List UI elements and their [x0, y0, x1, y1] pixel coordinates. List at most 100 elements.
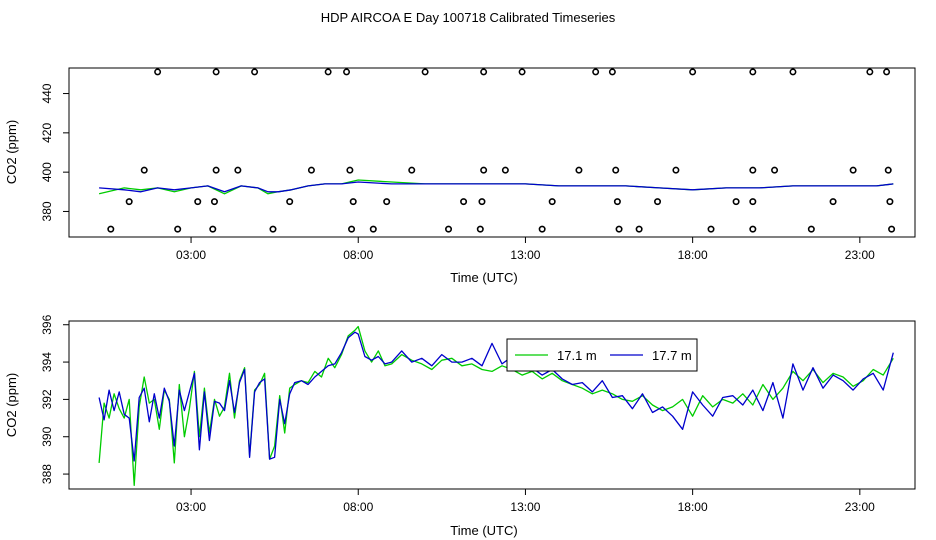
x-tick-label: 03:00: [176, 500, 206, 514]
calibration-marker: [383, 198, 391, 206]
calibration-marker: [346, 166, 354, 174]
calibration-marker: [771, 166, 779, 174]
calibration-marker: [749, 225, 757, 233]
x-tick-label: 18:00: [678, 248, 708, 262]
calibration-marker: [234, 166, 242, 174]
x-axis: 03:00 08:00 13:00 18:00 23:00: [176, 489, 875, 514]
calibration-marker: [749, 198, 757, 206]
y-axis-label: CO2 (ppm): [4, 120, 19, 184]
calibration-marker: [476, 225, 484, 233]
calibration-marker: [592, 68, 600, 76]
calibration-marker: [849, 166, 857, 174]
series-line-17-1-: [98, 325, 894, 486]
calibration-markers: [107, 68, 896, 233]
calibration-marker: [501, 166, 509, 174]
calibration-marker: [866, 68, 874, 76]
calibration-marker: [689, 68, 697, 76]
calibration-marker: [251, 68, 259, 76]
calibration-marker: [286, 198, 294, 206]
y-axis: 388 390 392 394 396: [40, 314, 70, 484]
calibration-marker: [174, 225, 182, 233]
calibration-marker: [707, 225, 715, 233]
y-axis-label: CO2 (ppm): [4, 373, 19, 437]
calibration-marker: [612, 166, 620, 174]
calibration-marker: [349, 198, 357, 206]
calibration-marker: [548, 198, 556, 206]
x-tick-label: 13:00: [510, 248, 540, 262]
y-tick-label: 440: [40, 83, 54, 103]
calibration-marker: [732, 198, 740, 206]
x-tick-label: 13:00: [510, 500, 540, 514]
calibration-marker: [107, 225, 115, 233]
y-tick-label: 380: [40, 201, 54, 221]
calibration-marker: [807, 225, 815, 233]
calibration-marker: [518, 68, 526, 76]
calibration-marker: [608, 68, 616, 76]
x-tick-label: 23:00: [845, 248, 875, 262]
x-axis-label: Time (UTC): [450, 523, 517, 538]
y-tick-label: 420: [40, 123, 54, 143]
calibration-marker: [829, 198, 837, 206]
calibration-marker: [883, 68, 891, 76]
calibration-marker: [125, 198, 133, 206]
series-line-17-7-: [98, 331, 894, 462]
chart-title: HDP AIRCOA E Day 100718 Calibrated Times…: [321, 10, 616, 25]
y-tick-label: 400: [40, 162, 54, 182]
x-tick-label: 08:00: [343, 500, 373, 514]
calibration-marker: [324, 68, 332, 76]
calibration-marker: [538, 225, 546, 233]
series-group: [98, 325, 894, 486]
calibration-marker: [140, 166, 148, 174]
y-axis: 380 400 420 440: [40, 83, 70, 221]
calibration-marker: [575, 166, 583, 174]
calibration-marker: [212, 166, 220, 174]
calibration-marker: [445, 225, 453, 233]
calibration-marker: [480, 68, 488, 76]
calibration-marker: [749, 68, 757, 76]
calibration-marker: [460, 198, 468, 206]
calibration-marker: [749, 166, 757, 174]
y-tick-label: 396: [40, 314, 54, 334]
y-tick-label: 394: [40, 352, 54, 372]
y-tick-label: 392: [40, 389, 54, 409]
x-tick-label: 23:00: [845, 500, 875, 514]
y-tick-label: 388: [40, 464, 54, 484]
x-tick-label: 08:00: [343, 248, 373, 262]
calibration-marker: [886, 198, 894, 206]
series-group: [98, 179, 894, 195]
calibration-marker: [348, 225, 356, 233]
calibration-marker: [212, 68, 220, 76]
calibration-marker: [613, 198, 621, 206]
y-tick-label: 390: [40, 426, 54, 446]
calibration-marker: [343, 68, 351, 76]
timeseries-panel-all: 03:00 08:00 13:00 18:00 23:00 380 400 420 440 T…: [4, 67, 916, 285]
calibration-marker: [635, 225, 643, 233]
series-line-17-7-: [99, 181, 894, 193]
plot-frame: [68, 67, 916, 238]
legend-label-17-7: 17.7 m: [652, 348, 692, 363]
x-axis: 03:00 08:00 13:00 18:00 23:00: [176, 237, 875, 262]
x-tick-label: 03:00: [176, 248, 206, 262]
calibration-marker: [480, 166, 488, 174]
calibration-marker: [654, 198, 662, 206]
calibration-marker: [478, 198, 486, 206]
calibration-marker: [789, 68, 797, 76]
calibration-marker: [269, 225, 277, 233]
calibration-marker: [421, 68, 429, 76]
calibration-marker: [194, 198, 202, 206]
calibration-marker: [154, 68, 162, 76]
calibration-marker: [210, 198, 218, 206]
calibration-marker: [884, 166, 892, 174]
legend-label-17-1: 17.1 m: [557, 348, 597, 363]
calibration-marker: [408, 166, 416, 174]
calibration-marker: [369, 225, 377, 233]
x-axis-label: Time (UTC): [450, 270, 517, 285]
x-tick-label: 18:00: [678, 500, 708, 514]
calibration-marker: [615, 225, 623, 233]
calibration-marker: [209, 225, 217, 233]
calibration-marker: [888, 225, 896, 233]
timeseries-panel-zoom: 03:00 08:00 13:00 18:00 23:00 388 390 392 394 39…: [4, 314, 916, 538]
legend: 17.1 m 17.7 m: [506, 338, 698, 372]
calibration-marker: [307, 166, 315, 174]
